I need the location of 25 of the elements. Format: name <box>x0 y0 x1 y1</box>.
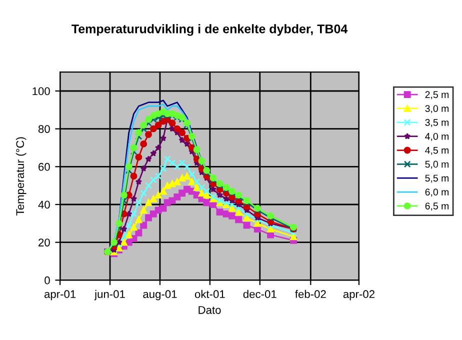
x-tick-label: jun-01 <box>94 290 125 300</box>
x-tick-label: feb-02 <box>295 290 326 298</box>
x-tick-label: aug-01 <box>143 290 177 300</box>
y-tick-label: 0 <box>44 276 50 284</box>
legend-label: 5,0 m <box>425 160 449 169</box>
y-axis-title: Temperatur (°C) <box>16 137 26 216</box>
y-tick-label: 100 <box>32 87 50 96</box>
legend-label: 5,5 m <box>425 174 449 183</box>
legend-label: 2,5 m <box>425 91 449 100</box>
chart-title: Temperaturudvikling i de enkelte dybder, TB04 <box>72 24 348 36</box>
legend-label: 3,0 m <box>425 105 449 114</box>
legend-label: 6,5 m <box>425 202 449 211</box>
y-tick-label: 20 <box>38 238 50 246</box>
x-tick-label: apr-02 <box>343 290 374 300</box>
x-tick-label: apr-01 <box>44 290 76 300</box>
y-tick-label: 80 <box>38 125 50 133</box>
y-tick-label: 60 <box>38 162 50 171</box>
y-tick-label: 40 <box>38 200 50 209</box>
legend-label: 4,0 m <box>425 132 449 141</box>
legend-label: 4,5 m <box>425 146 449 155</box>
legend-label: 6,0 m <box>425 188 449 197</box>
legend-label: 3,5 m <box>425 119 449 128</box>
x-tick-label: okt-01 <box>194 290 225 298</box>
x-axis-title: Dato <box>198 306 221 314</box>
x-tick-label: dec-01 <box>243 290 276 298</box>
